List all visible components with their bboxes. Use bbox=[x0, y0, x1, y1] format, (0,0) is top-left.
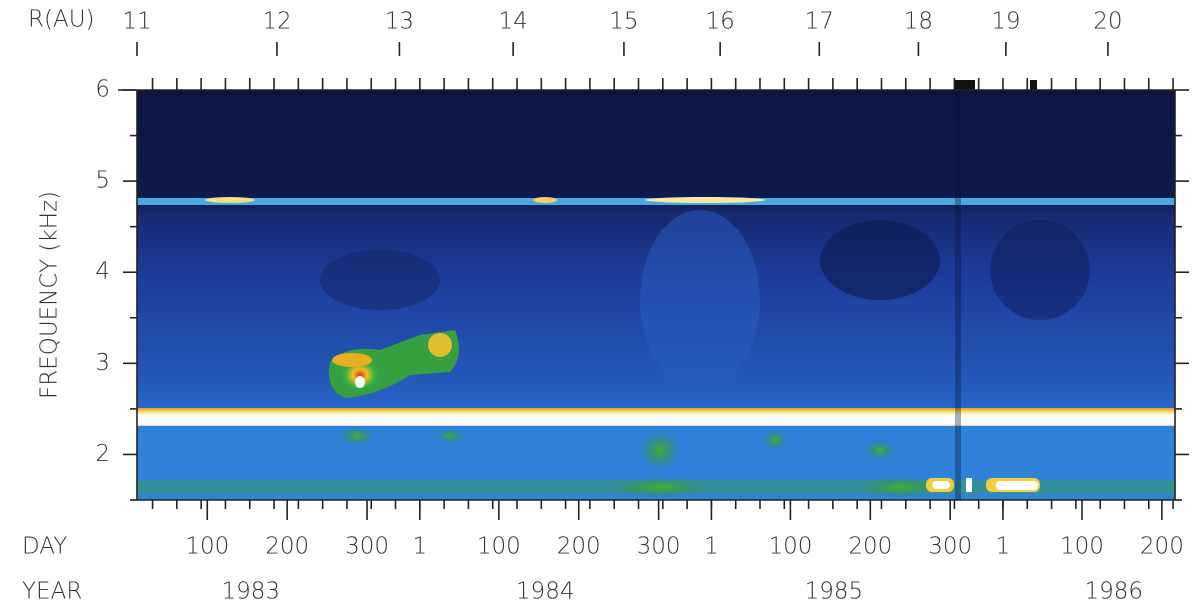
y-tick-label: 2 bbox=[95, 441, 110, 467]
spectrogram-image bbox=[137, 90, 1175, 500]
year-label: 1985 bbox=[805, 579, 864, 605]
x-tick-label: 1 bbox=[413, 534, 428, 560]
x-tick-label: 100 bbox=[1060, 534, 1104, 560]
chart: FREQUENCY (kHz) DAY YEAR R(AU) 2 3 4 5 6 100 2… bbox=[0, 0, 1203, 605]
x-tick-label: 200 bbox=[1140, 534, 1184, 560]
x-tick-label: 300 bbox=[637, 534, 681, 560]
x2-axis-label: R(AU) bbox=[28, 7, 95, 33]
x2-tick-label: 18 bbox=[904, 9, 933, 35]
x-tick-label: 200 bbox=[265, 534, 309, 560]
year-label: 1983 bbox=[221, 579, 280, 605]
y-tick-label: 4 bbox=[95, 259, 110, 285]
x2-tick-label: 16 bbox=[706, 9, 735, 35]
year-label: 1984 bbox=[516, 579, 575, 605]
x-tick-label: 200 bbox=[557, 534, 601, 560]
y-tick-label: 6 bbox=[95, 77, 110, 103]
x-tick-label: 1 bbox=[996, 534, 1011, 560]
x-tick-label: 300 bbox=[928, 534, 972, 560]
x-tick-label: 200 bbox=[848, 534, 892, 560]
x2-tick-label: 13 bbox=[385, 9, 414, 35]
x2-tick-label: 15 bbox=[609, 9, 638, 35]
x-tick-label: 100 bbox=[768, 534, 812, 560]
y-tick-label: 3 bbox=[95, 350, 110, 376]
y-tick-label: 5 bbox=[95, 168, 110, 194]
x2-tick-label: 11 bbox=[122, 9, 151, 35]
gap-marker bbox=[1030, 80, 1037, 90]
year-label: 1986 bbox=[1084, 579, 1143, 605]
x2-tick-label: 17 bbox=[805, 9, 834, 35]
x2-tick-label: 20 bbox=[1093, 9, 1122, 35]
y-axis-label: FREQUENCY (kHz) bbox=[37, 191, 63, 399]
x-tick-label: 1 bbox=[704, 534, 719, 560]
x-tick-label: 100 bbox=[477, 534, 521, 560]
x2-tick-label: 12 bbox=[262, 9, 291, 35]
x-tick-label: 100 bbox=[185, 534, 229, 560]
x-tick-label: 300 bbox=[345, 534, 389, 560]
x-axis-label: DAY bbox=[22, 534, 67, 560]
x2-tick-label: 14 bbox=[498, 9, 527, 35]
x2-tick-label: 19 bbox=[991, 9, 1020, 35]
year-axis-label: YEAR bbox=[22, 579, 82, 605]
gap-marker bbox=[955, 80, 975, 90]
